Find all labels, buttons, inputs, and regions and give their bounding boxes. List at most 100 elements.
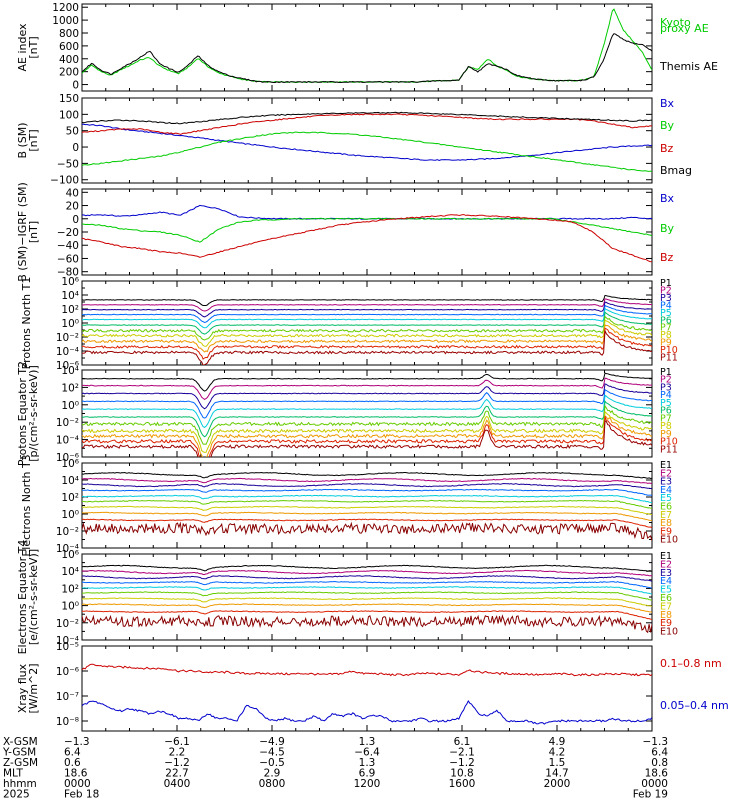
legend-entry: E10	[660, 627, 678, 638]
legend-entry: E1	[660, 551, 672, 562]
series-line-e7	[82, 505, 652, 515]
legend-entry: P7	[660, 413, 672, 424]
legend-entry: 0.1–0.8 nm	[660, 657, 722, 670]
panel-frame	[81, 97, 653, 184]
panel-frame	[81, 188, 653, 276]
legend-entry: P11	[660, 353, 678, 364]
y-axis-label: Xray flux[W/m^2]	[16, 663, 40, 713]
y-tick-label: 10⁻²	[56, 618, 79, 630]
series-group	[82, 111, 652, 172]
legend-entry: Bz	[660, 251, 674, 264]
legend-entry-full: Kyoto proxy AE	[660, 6, 743, 19]
panel-frame	[81, 369, 653, 458]
legend-entry: P1	[660, 278, 672, 289]
y-tick-label: 40	[66, 187, 79, 199]
series-line-p5	[82, 394, 652, 428]
y-tick-label: 0	[72, 142, 79, 154]
series-line-p10	[82, 327, 652, 360]
y-tick-label: 100	[59, 109, 79, 121]
legend-entry: E6	[660, 593, 672, 604]
legend-entry: E2	[660, 468, 672, 479]
y-tick-label: 150	[59, 93, 79, 105]
y-tick-label: 1200	[52, 2, 79, 14]
legend-entry: P8	[660, 421, 672, 432]
x-axis-value: 18.6	[64, 768, 88, 780]
series-line-bz	[82, 113, 652, 135]
series-line-e9	[82, 610, 652, 621]
legend-entry: P1	[660, 367, 672, 378]
y-tick-label: 10⁰	[61, 509, 79, 521]
series-line-p1	[82, 294, 652, 306]
x-axis-value: 0800	[259, 778, 286, 790]
series-line-themis-ae	[82, 33, 652, 84]
series-line-e6	[82, 499, 652, 509]
x-axis-value: −1.2	[449, 757, 475, 769]
x-axis-value: 0000	[64, 778, 91, 790]
y-tick-label: 400	[59, 54, 79, 66]
series-group	[82, 564, 652, 634]
series-line-e1	[82, 471, 652, 480]
legend-entry: E4	[660, 485, 672, 496]
x-axis-row-label: Z-GSM	[3, 757, 38, 769]
y-tick-label: −60	[57, 253, 79, 265]
series-line-e6	[82, 591, 652, 601]
legend-entry: E5	[660, 585, 672, 596]
y-tick-label: 1000	[52, 15, 79, 27]
legend-entry: Themis AE	[659, 60, 718, 73]
series-line-by	[82, 217, 652, 243]
y-tick-label: 10⁻⁸	[56, 716, 79, 728]
x-axis-value: 6.1	[454, 736, 471, 748]
legend-entry: P10	[660, 345, 678, 356]
y-axis-label: Electrons Equator T4[e/(cm²-s-sr-keV)]	[16, 540, 40, 655]
series-line-p11	[82, 420, 652, 457]
series-line-by	[82, 131, 652, 172]
series-line-p5	[82, 307, 652, 329]
legend-entry: Bz	[660, 142, 674, 155]
series-line-p3	[82, 383, 652, 410]
x-axis-value: −2.1	[449, 747, 475, 759]
legend-entry: E2	[660, 559, 672, 570]
series-group	[82, 294, 652, 365]
y-tick-label: 10²	[61, 304, 79, 316]
series-line-p1	[82, 372, 652, 392]
legend-entry: P2	[660, 285, 672, 296]
y-axis-label: B (SM)[nT]	[16, 122, 40, 158]
legend-entry: E7	[660, 510, 672, 521]
panel-4: 10⁶ 10⁴ 10² 10⁰ 10⁻² 10⁻⁴ 10⁻⁶ Protons North T1…	[20, 276, 678, 372]
x-axis-value: 4.9	[549, 736, 566, 748]
legend-entry: P4	[660, 300, 672, 311]
y-axis-label: B (SM)−IGRF (SM)[nT]	[16, 182, 40, 282]
y-axis-label: AE index[nT]	[16, 23, 40, 72]
x-axis-value: 14.7	[545, 768, 568, 780]
legend-entry: proxy AE	[660, 22, 709, 35]
legend-entry: P3	[660, 382, 672, 393]
y-tick-label: 600	[59, 41, 79, 53]
x-axis-value: 4.2	[549, 747, 566, 759]
legend-entry: E3	[660, 477, 672, 488]
y-tick-label: −80	[57, 267, 79, 279]
x-axis-value: 18.6	[645, 768, 669, 780]
x-axis-value: 1200	[354, 778, 381, 790]
legend-entry: Bx	[660, 97, 675, 110]
x-axis-row-label: MLT	[3, 768, 23, 780]
y-tick-label: 10⁻⁵	[56, 641, 79, 653]
legend: Bx By Bz Bmag	[660, 97, 692, 177]
y-tick-label: −50	[57, 158, 79, 170]
y-tick-label: 10⁴	[61, 365, 79, 377]
series-line-p2	[82, 377, 652, 400]
y-tick-label: 10²	[61, 492, 79, 504]
legend-entry: P11	[660, 444, 678, 455]
y-axis-label: Protons North T1	[20, 277, 33, 370]
y-tick-label: −100	[50, 175, 79, 187]
y-tick-label: 10⁶	[61, 549, 79, 561]
y-tick-label: 10⁰	[61, 400, 79, 412]
panel-frame	[81, 645, 653, 732]
series-line-e3	[82, 482, 652, 490]
y-tick-label: 10⁻⁴	[56, 543, 79, 555]
panel-7: 10⁶ 10⁴ 10² 10⁰ 10⁻² 10⁻⁴ Electrons Equator T4…	[16, 540, 678, 655]
